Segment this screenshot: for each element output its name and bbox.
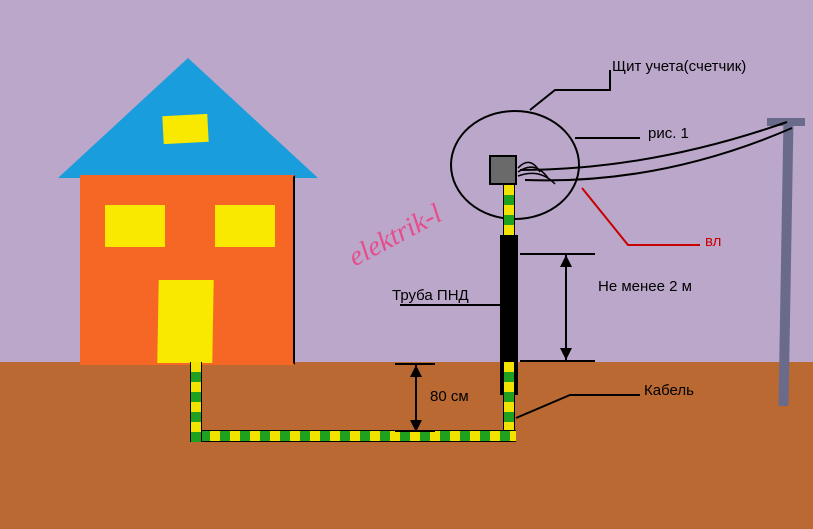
dim-height-tick-bot [520, 360, 595, 362]
dim-height-tick-top [520, 253, 595, 255]
cable-house-riser [190, 362, 202, 442]
house-window-left [105, 205, 165, 247]
cable-horizontal [190, 430, 516, 442]
house-door [157, 280, 213, 363]
attic-window [162, 114, 208, 144]
cable-riser-top [503, 185, 515, 235]
cable-riser-bottom [503, 362, 515, 432]
pole-crossarm [767, 118, 805, 126]
meter-box [489, 155, 517, 185]
dim-height-line [565, 255, 567, 360]
dim-depth-arrow-up [410, 365, 422, 377]
label-overhead-line: вл [705, 233, 721, 250]
label-pipe: Труба ПНД [392, 287, 469, 304]
label-min-height: Не менее 2 м [598, 278, 692, 295]
label-depth: 80 см [430, 388, 469, 405]
label-meter-box: Щит учета(счетчик) [612, 58, 746, 75]
dim-height-arrow-down [560, 348, 572, 360]
dim-height-arrow-up [560, 255, 572, 267]
label-figure: рис. 1 [648, 125, 689, 142]
label-cable: Кабель [644, 382, 694, 399]
house-window-right [215, 205, 275, 247]
dim-depth-arrow-down [410, 420, 422, 432]
